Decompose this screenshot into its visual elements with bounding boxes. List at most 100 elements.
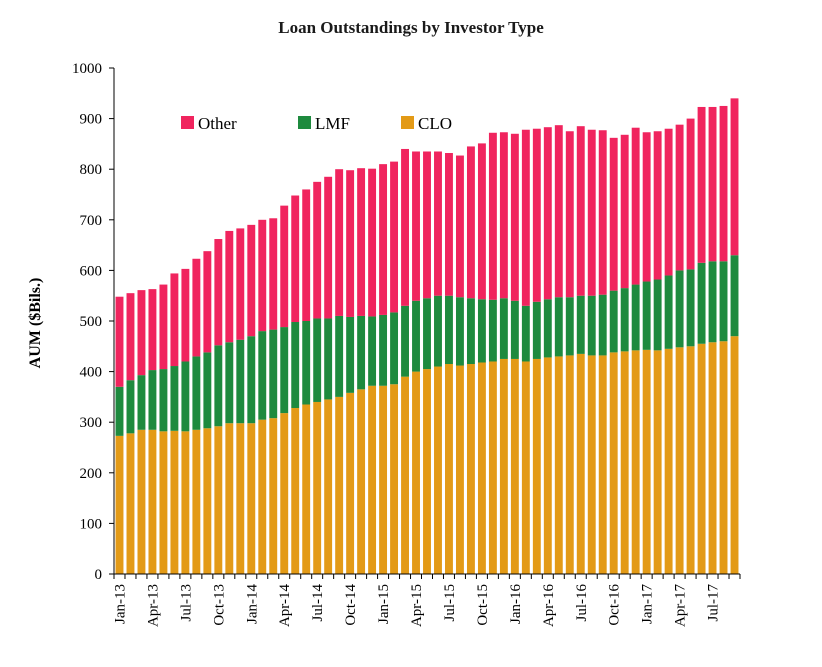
bar-clo-jan-16 (510, 358, 519, 574)
bar-clo-jun-15 (434, 366, 442, 574)
bar-clo-nov-14 (357, 389, 366, 574)
x-tick-label: Apr-16 (541, 584, 557, 628)
bar-clo-mar-14 (269, 418, 278, 574)
bar-other-jun-16 (565, 131, 574, 298)
bar-clo-sep-13 (203, 428, 212, 574)
bar-clo-apr-14 (280, 413, 289, 574)
bar-lmf-aug-16 (587, 295, 596, 356)
bar-other-oct-14 (346, 170, 355, 317)
bar-lmf-jul-15 (445, 295, 453, 365)
bar-other-oct-15 (477, 143, 486, 300)
bar-other-apr-13 (148, 289, 157, 371)
bar-lmf-feb-14 (258, 331, 267, 420)
y-tick-label: 1000 (72, 61, 102, 77)
y-tick-label: 400 (80, 365, 103, 381)
bar-other-apr-16 (543, 127, 552, 300)
bar-other-jan-13 (115, 296, 124, 387)
bar-lmf-jun-14 (302, 321, 311, 405)
y-tick-label: 800 (80, 162, 103, 178)
bar-other-apr-17 (675, 124, 684, 271)
bar-other-aug-13 (192, 258, 201, 357)
chart-title: Loan Outstandings by Investor Type (278, 18, 544, 37)
bar-clo-apr-13 (148, 429, 157, 574)
bar-other-may-17 (686, 118, 695, 270)
bar-lmf-apr-16 (543, 299, 552, 358)
bar-other-aug-16 (587, 129, 596, 296)
bar-other-nov-16 (620, 134, 629, 289)
bar-clo-mar-15 (401, 376, 409, 574)
bar-clo-dec-16 (631, 350, 640, 574)
legend-swatch-clo (401, 116, 414, 129)
bar-lmf-feb-17 (653, 279, 662, 351)
bar-other-mar-16 (532, 128, 541, 302)
bar-lmf-oct-14 (346, 316, 355, 393)
bar-clo-feb-13 (126, 433, 135, 574)
bar-clo-jun-13 (170, 430, 179, 574)
bar-other-sep-14 (335, 169, 344, 316)
bar-lmf-apr-15 (412, 300, 420, 372)
x-tick-label: Apr-17 (673, 584, 689, 628)
bar-clo-aug-15 (455, 365, 464, 574)
bar-other-may-16 (554, 125, 563, 298)
bar-lmf-jun-17 (697, 262, 706, 344)
bar-lmf-jan-15 (379, 314, 388, 386)
bar-clo-jan-14 (247, 423, 256, 574)
bar-lmf-mar-17 (664, 275, 673, 349)
bar-clo-apr-15 (412, 371, 420, 574)
bar-other-jul-13 (181, 268, 190, 362)
bar-clo-jun-16 (565, 355, 574, 574)
bar-lmf-feb-15 (390, 312, 399, 385)
bar-other-dec-16 (631, 127, 640, 285)
bar-other-feb-13 (126, 293, 135, 381)
bar-other-dec-13 (236, 228, 245, 340)
bar-clo-sep-16 (598, 355, 607, 574)
y-axis-title: AUM ($Bils.) (27, 278, 44, 369)
bar-lmf-mar-16 (532, 301, 541, 359)
bar-lmf-may-15 (423, 298, 431, 370)
bar-clo-oct-15 (477, 362, 486, 574)
bar-lmf-aug-13 (192, 356, 201, 430)
bar-other-jul-16 (576, 126, 585, 296)
x-tick-label: Jul-17 (706, 584, 722, 622)
bar-other-feb-14 (258, 219, 267, 332)
bar-lmf-jan-13 (115, 386, 124, 436)
x-tick-label: Apr-14 (277, 584, 293, 628)
bar-other-jun-13 (170, 273, 179, 367)
bar-other-jan-15 (379, 164, 388, 315)
y-tick-label: 900 (80, 112, 103, 128)
y-tick-label: 0 (95, 567, 103, 583)
y-tick-label: 700 (80, 213, 103, 229)
bar-lmf-nov-14 (357, 315, 366, 390)
bar-other-may-13 (159, 284, 168, 370)
bar-clo-apr-16 (543, 357, 552, 574)
x-tick-label: Jul-15 (442, 584, 458, 622)
bar-lmf-oct-16 (609, 290, 618, 353)
bar-lmf-jul-14 (313, 318, 322, 402)
bar-other-feb-16 (521, 129, 530, 306)
bar-clo-jan-13 (115, 435, 124, 574)
bar-clo-dec-15 (499, 358, 508, 574)
bar-lmf-mar-14 (269, 329, 278, 419)
bar-clo-aug-14 (324, 399, 333, 574)
bar-clo-jun-14 (302, 404, 311, 574)
bar-lmf-dec-13 (236, 339, 245, 424)
bar-other-jan-16 (510, 133, 519, 301)
bar-other-aug-14 (324, 176, 333, 319)
x-tick-label: Oct-16 (607, 584, 623, 626)
bar-lmf-jun-15 (434, 295, 442, 367)
bar-lmf-jan-14 (247, 336, 256, 424)
bar-lmf-jul-13 (181, 361, 190, 432)
y-tick-label: 500 (80, 314, 103, 330)
bar-lmf-dec-15 (499, 298, 508, 359)
bar-clo-mar-13 (137, 429, 146, 574)
bar-lmf-aug-15 (455, 297, 464, 366)
bar-lmf-sep-14 (335, 315, 344, 397)
bar-clo-oct-16 (609, 352, 618, 574)
x-tick-label: Oct-13 (211, 584, 227, 626)
bar-other-mar-15 (401, 148, 409, 306)
bar-other-aug-15 (455, 155, 464, 298)
bar-other-apr-15 (412, 151, 420, 301)
bar-other-jun-14 (302, 189, 311, 321)
x-tick-label: Apr-15 (409, 584, 425, 627)
bar-lmf-sep-15 (466, 298, 475, 365)
